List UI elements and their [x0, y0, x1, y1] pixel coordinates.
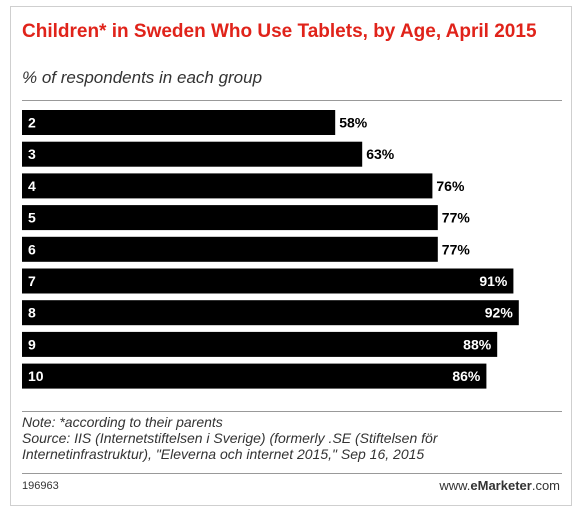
chart-source: Source: IIS (Internetstiftelsen i Sverig… — [22, 430, 438, 462]
category-label: 9 — [28, 336, 36, 352]
chart-id: 196963 — [22, 480, 59, 492]
bar-age-7 — [22, 268, 514, 294]
bar-age-9 — [22, 331, 498, 357]
bottom-divider — [22, 411, 562, 412]
bar-age-3 — [22, 141, 363, 167]
chart-frame — [10, 6, 572, 506]
category-label: 8 — [28, 305, 36, 321]
category-label: 4 — [28, 178, 36, 194]
category-label: 3 — [28, 146, 36, 162]
brand-suffix: .com — [531, 478, 560, 493]
brand-name: eMarketer — [470, 478, 532, 493]
value-label: 77% — [442, 210, 471, 226]
value-label: 77% — [442, 241, 471, 257]
value-label: 58% — [339, 115, 368, 131]
category-label: 7 — [28, 273, 36, 289]
brand-logo[interactable]: www.eMarketer.com — [439, 478, 560, 493]
bar-age-6 — [22, 236, 438, 262]
value-label: 86% — [452, 368, 481, 384]
bar-age-5 — [22, 205, 438, 231]
value-label: 88% — [463, 336, 492, 352]
brand-prefix: www. — [439, 478, 471, 493]
bar-age-8 — [22, 300, 519, 326]
category-label: 5 — [28, 210, 36, 226]
value-label: 63% — [366, 146, 395, 162]
bar-age-4 — [22, 173, 433, 199]
chart-note: Note: *according to their parents — [22, 414, 223, 430]
bar-age-10 — [22, 363, 487, 389]
chart-subtitle: % of respondents in each group — [22, 68, 263, 87]
bar-age-2 — [22, 110, 336, 135]
category-label: 6 — [28, 241, 36, 257]
category-label: 2 — [28, 115, 36, 131]
value-label: 92% — [485, 305, 514, 321]
footer-divider — [22, 473, 562, 474]
value-label: 76% — [436, 178, 465, 194]
category-label: 10 — [28, 368, 44, 384]
value-label: 91% — [479, 273, 508, 289]
top-divider — [22, 100, 562, 101]
chart-title: Children* in Sweden Who Use Tablets, by … — [22, 21, 537, 42]
